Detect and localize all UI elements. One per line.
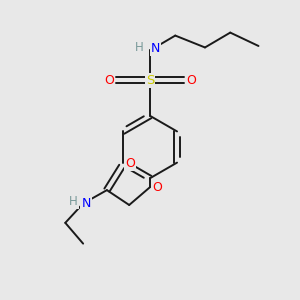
Text: O: O (186, 74, 196, 87)
Text: N: N (151, 42, 160, 56)
Text: O: O (152, 181, 162, 194)
Text: H: H (69, 195, 78, 208)
Text: N: N (81, 197, 91, 210)
Text: S: S (146, 74, 154, 87)
Text: O: O (104, 74, 114, 87)
Text: H: H (135, 41, 144, 54)
Text: O: O (125, 157, 135, 170)
